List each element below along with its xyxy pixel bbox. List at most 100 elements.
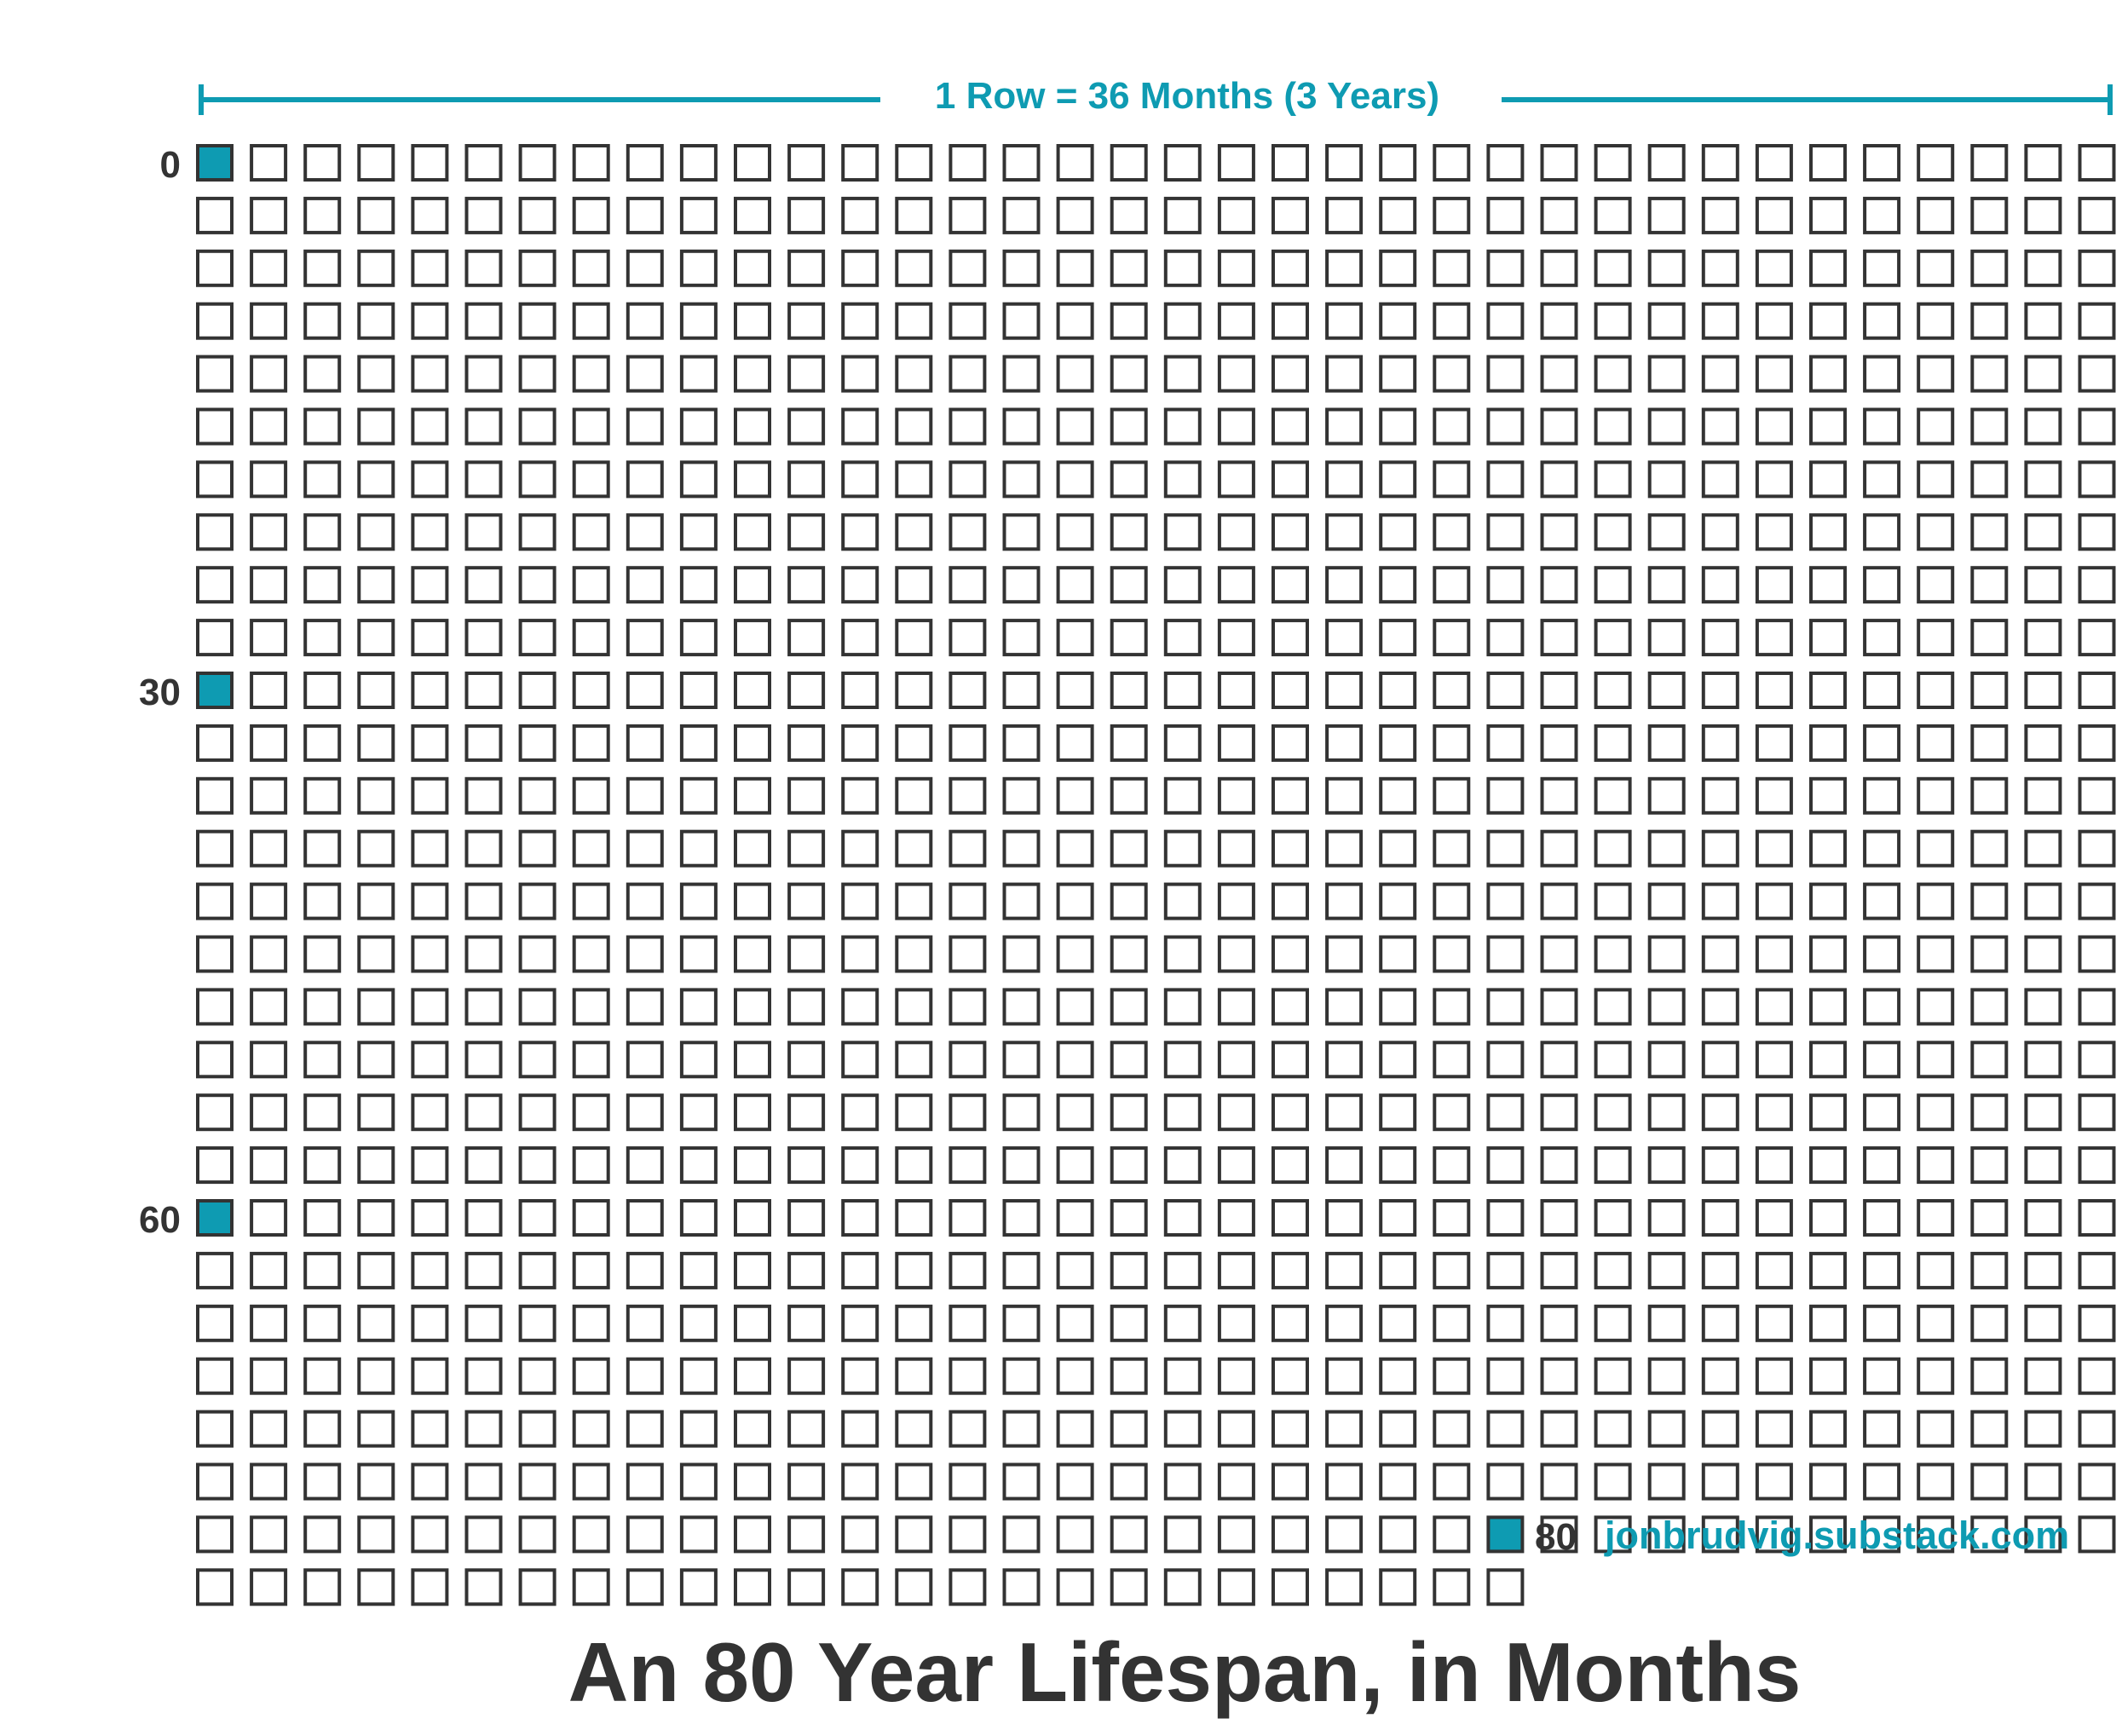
month-box [1002, 829, 1041, 868]
month-box [1002, 1251, 1041, 1289]
month-box [303, 829, 342, 868]
month-box [1271, 249, 1309, 287]
month-box [303, 1462, 342, 1501]
month-box [1271, 460, 1309, 499]
month-box [1271, 566, 1309, 604]
month-box [1701, 1199, 1739, 1237]
month-box [357, 776, 395, 815]
month-box [949, 1041, 987, 1079]
month-box [1970, 249, 2009, 287]
month-box [464, 1357, 503, 1395]
month-box [1701, 1304, 1739, 1342]
month-box [1809, 460, 1847, 499]
month-box [679, 672, 718, 709]
month-box [949, 566, 987, 604]
month-box [2024, 672, 2062, 709]
month-box [1056, 619, 1094, 657]
month-box [1163, 1093, 1202, 1132]
month-box [841, 407, 879, 446]
month-box [196, 776, 234, 815]
month-box [1486, 882, 1525, 920]
month-box [1540, 1199, 1578, 1237]
month-box [196, 460, 234, 499]
month-box [1540, 355, 1578, 393]
month-box [1110, 1146, 1148, 1185]
row-label-30: 30 [139, 672, 181, 713]
month-box [1970, 1515, 2009, 1554]
month-box [1110, 829, 1148, 868]
month-box [411, 882, 449, 920]
month-box [1271, 1093, 1309, 1132]
month-box [895, 1251, 933, 1289]
month-box [2078, 1515, 2116, 1554]
month-box [411, 355, 449, 393]
month-box [787, 776, 826, 815]
month-box [303, 513, 342, 551]
month-box [1217, 1410, 1255, 1448]
month-box [1863, 724, 1901, 762]
month-box [2024, 882, 2062, 920]
month-box [841, 724, 879, 762]
month-box [1217, 144, 1255, 182]
month-box [1002, 1093, 1041, 1132]
month-box [1056, 829, 1094, 868]
month-box [1917, 672, 1955, 709]
month-box [2078, 882, 2116, 920]
month-box [250, 776, 288, 815]
month-box [2078, 1093, 2116, 1132]
month-box [1217, 566, 1255, 604]
month-box [895, 935, 933, 973]
month-box [518, 513, 556, 551]
month-box [2024, 196, 2062, 234]
month-box [1433, 460, 1471, 499]
month-box [1594, 566, 1632, 604]
month-box [572, 724, 610, 762]
month-box [895, 1410, 933, 1448]
month-box [626, 407, 664, 446]
month-box [1056, 724, 1094, 762]
month-box [1002, 776, 1041, 815]
month-box [357, 1146, 395, 1185]
month-box [1271, 988, 1309, 1026]
month-box [1540, 407, 1578, 446]
month-box [1540, 882, 1578, 920]
month-box [1271, 513, 1309, 551]
month-box [1755, 302, 1793, 340]
month-box [1486, 144, 1525, 182]
month-box [895, 724, 933, 762]
month-box [303, 1199, 342, 1237]
month-box [1271, 776, 1309, 815]
month-box [2078, 829, 2116, 868]
month-box [734, 1357, 771, 1395]
month-box [1379, 302, 1417, 340]
month-box [357, 935, 395, 973]
month-box [734, 566, 771, 604]
month-box [1755, 1515, 1793, 1554]
month-box [2078, 1357, 2116, 1395]
month-box [1002, 355, 1041, 393]
month-box [303, 407, 342, 446]
month-box [250, 249, 288, 287]
month-box [1271, 672, 1309, 709]
month-box [1647, 619, 1686, 657]
month-box [303, 1357, 342, 1395]
month-box [357, 1568, 395, 1606]
month-box [518, 407, 556, 446]
month-box [1002, 513, 1041, 551]
month-box [1809, 724, 1847, 762]
month-box [1594, 460, 1632, 499]
month-box [572, 672, 610, 709]
month-box [1325, 355, 1364, 393]
month-box [357, 460, 395, 499]
month-box [1486, 1146, 1525, 1185]
month-box [841, 1515, 879, 1554]
month-box [1647, 460, 1686, 499]
month-box [787, 1304, 826, 1342]
month-box [1647, 566, 1686, 604]
month-box [1217, 1304, 1255, 1342]
month-box [734, 460, 771, 499]
month-box [1701, 882, 1739, 920]
month-box [1002, 1357, 1041, 1395]
month-box [357, 355, 395, 393]
month-box [895, 249, 933, 287]
